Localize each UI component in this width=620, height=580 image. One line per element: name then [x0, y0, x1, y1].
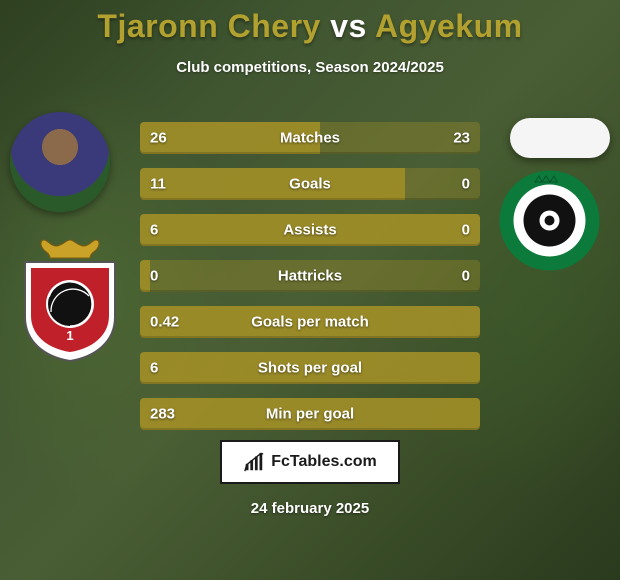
- chart-icon: [243, 451, 265, 473]
- stats-bars: 26Matches2311Goals06Assists00Hattricks00…: [140, 122, 480, 444]
- vs-text: vs: [330, 8, 367, 44]
- stat-label: Assists: [283, 222, 336, 239]
- player1-name: Tjaronn Chery: [97, 8, 320, 44]
- player2-avatar: [510, 118, 610, 158]
- stat-right-value: 0: [462, 176, 470, 193]
- stat-row: 283 Min per goal: [140, 398, 480, 430]
- player1-avatar: [10, 112, 110, 212]
- stat-label: Goals per match: [251, 314, 369, 331]
- stat-row: 6 Shots per goal: [140, 352, 480, 384]
- subtitle: Club competitions, Season 2024/2025: [0, 59, 620, 76]
- stat-left-value: 0.42: [150, 314, 179, 331]
- stat-right-value: 23: [453, 130, 470, 147]
- stat-row: 11 Goals 0: [140, 168, 480, 200]
- stat-label: Min per goal: [266, 406, 354, 423]
- stat-row: 0 Hattricks 0: [140, 260, 480, 292]
- stat-left-value: 283: [150, 406, 175, 423]
- stat-left-value: 0: [150, 268, 158, 285]
- stat-left-value: 26: [150, 130, 167, 147]
- club-right-crest: [497, 168, 602, 273]
- stat-right-value: 0: [462, 268, 470, 285]
- fctables-label: FcTables.com: [271, 453, 377, 471]
- date-label: 24 february 2025: [251, 500, 369, 517]
- stat-row: 6 Assists 0: [140, 214, 480, 246]
- svg-text:1: 1: [66, 328, 73, 343]
- stat-left-value: 11: [150, 176, 166, 193]
- player2-name: Agyekum: [375, 8, 523, 44]
- stat-label: Goals: [289, 176, 331, 193]
- stat-left-value: 6: [150, 222, 158, 239]
- fctables-badge: FcTables.com: [220, 440, 400, 484]
- stat-right-value: 0: [462, 222, 470, 239]
- stat-left-value: 6: [150, 360, 158, 377]
- stat-label: Matches: [280, 130, 340, 147]
- stat-label: Shots per goal: [258, 360, 362, 377]
- club-left-crest: 1: [15, 232, 125, 362]
- stat-row: 26 Matches 23: [140, 122, 480, 154]
- page-title: Tjaronn Chery vs Agyekum: [0, 0, 620, 45]
- stat-label: Hattricks: [278, 268, 342, 285]
- content: Tjaronn Chery vs Agyekum Club competitio…: [0, 0, 620, 580]
- stat-row: 0.42 Goals per match: [140, 306, 480, 338]
